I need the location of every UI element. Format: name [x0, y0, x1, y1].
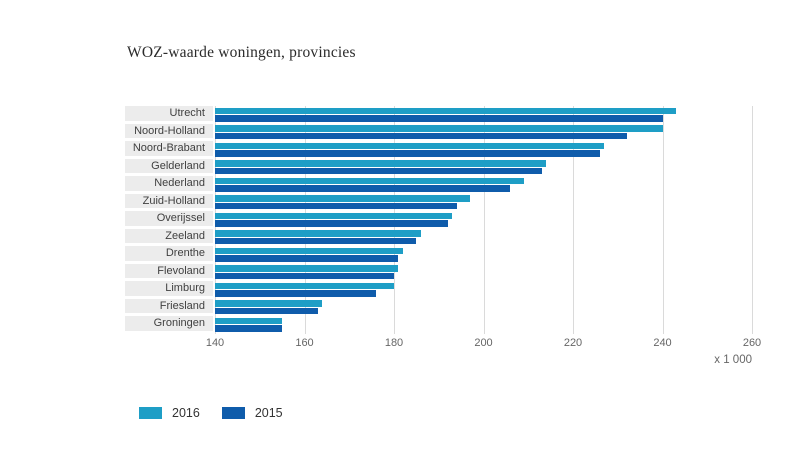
category-label: Zeeland — [125, 228, 213, 245]
bar-2016 — [215, 282, 394, 290]
legend-item-2015[interactable]: 2015 — [221, 406, 283, 420]
bar-chart-area: Utrecht Noord-Holland Noord-Brabant Gelderl… — [125, 106, 761, 366]
bar-rows: Utrecht Noord-Holland Noord-Brabant Gelderl… — [125, 106, 752, 334]
category-label: Overijssel — [125, 211, 213, 227]
bar-2016 — [215, 160, 547, 167]
bar-2016 — [215, 195, 471, 202]
bar-2015 — [215, 255, 399, 262]
category-label: Groningen — [125, 316, 213, 332]
category-label: Gelderland — [125, 158, 213, 175]
bar-row: Noord-Holland — [125, 123, 752, 142]
bar-2016 — [215, 230, 421, 237]
bar-row: Flevoland — [125, 263, 752, 282]
axis-unit-label: x 1 000 — [714, 354, 752, 366]
legend-label-2015: 2015 — [254, 406, 283, 420]
bar-2015 — [215, 150, 600, 157]
bar-2015 — [215, 325, 283, 332]
category-label: Limburg — [125, 281, 213, 297]
gridline — [483, 106, 485, 334]
legend-item-2016[interactable]: 2016 — [139, 406, 200, 420]
gridline — [304, 106, 306, 334]
bar-2016 — [215, 142, 605, 150]
chart-title: WOZ-waarde woningen, provincies — [127, 44, 356, 61]
bar-2015 — [215, 167, 542, 175]
category-label: Friesland — [125, 298, 213, 315]
x-tick-label: 180 — [384, 337, 404, 349]
bar-2015 — [215, 237, 417, 245]
bar-2016 — [215, 247, 403, 255]
category-label: Noord-Brabant — [125, 141, 213, 157]
bar-2015 — [215, 202, 457, 210]
bar-2016 — [215, 177, 524, 185]
bar-row: Limburg — [125, 281, 752, 299]
bar-row: Nederland — [125, 176, 752, 194]
bar-2015 — [215, 307, 318, 315]
bar-row: Drenthe — [125, 246, 752, 264]
hamburger-menu-icon[interactable] — [737, 49, 756, 65]
bar-row: Noord-Brabant — [125, 141, 752, 159]
x-tick-label: 260 — [742, 337, 762, 349]
gridline — [573, 106, 574, 334]
bar-2015 — [215, 115, 663, 122]
bar-2016 — [215, 212, 453, 220]
legend-label-2016: 2016 — [172, 406, 200, 420]
bar-row: Gelderland — [125, 158, 752, 177]
bar-row: Friesland — [125, 298, 752, 317]
bar-2015 — [215, 220, 448, 227]
bar-2016 — [215, 125, 663, 132]
gridline — [215, 106, 216, 334]
x-axis: 140 160 180 200 220 240 260 — [206, 337, 761, 351]
x-tick-label: 200 — [474, 337, 493, 349]
gridlines-layer — [215, 106, 753, 334]
gridline — [662, 106, 664, 334]
bar-row: Overijssel — [125, 211, 752, 229]
x-tick-label: 140 — [205, 337, 225, 349]
category-label: Drenthe — [125, 246, 213, 262]
bar-2015 — [215, 290, 377, 297]
x-tick-label: 160 — [295, 337, 314, 349]
bar-row: Groningen — [125, 316, 752, 334]
x-tick-label: 220 — [563, 337, 583, 349]
bar-2016 — [215, 317, 283, 325]
bar-2016 — [215, 300, 323, 307]
bar-row: Zeeland — [125, 228, 752, 247]
bar-2016 — [215, 107, 676, 115]
gridline — [752, 106, 753, 334]
bar-2015 — [215, 185, 511, 192]
category-label: Zuid-Holland — [125, 193, 213, 210]
bar-2015 — [215, 132, 627, 140]
bar-2015 — [215, 272, 394, 280]
bar-row: Utrecht — [125, 106, 752, 124]
legend-swatch-2016 — [139, 407, 162, 419]
bar-row: Zuid-Holland — [125, 193, 752, 212]
category-label: Nederland — [125, 176, 213, 192]
x-tick-label: 240 — [653, 337, 672, 349]
bar-2016 — [215, 265, 399, 272]
category-label: Utrecht — [125, 106, 213, 122]
gridline — [394, 106, 395, 334]
legend-swatch-2015 — [221, 407, 245, 419]
legend: 2016 2015 — [139, 406, 283, 420]
category-label: Flevoland — [125, 263, 213, 280]
category-label: Noord-Holland — [125, 123, 213, 140]
